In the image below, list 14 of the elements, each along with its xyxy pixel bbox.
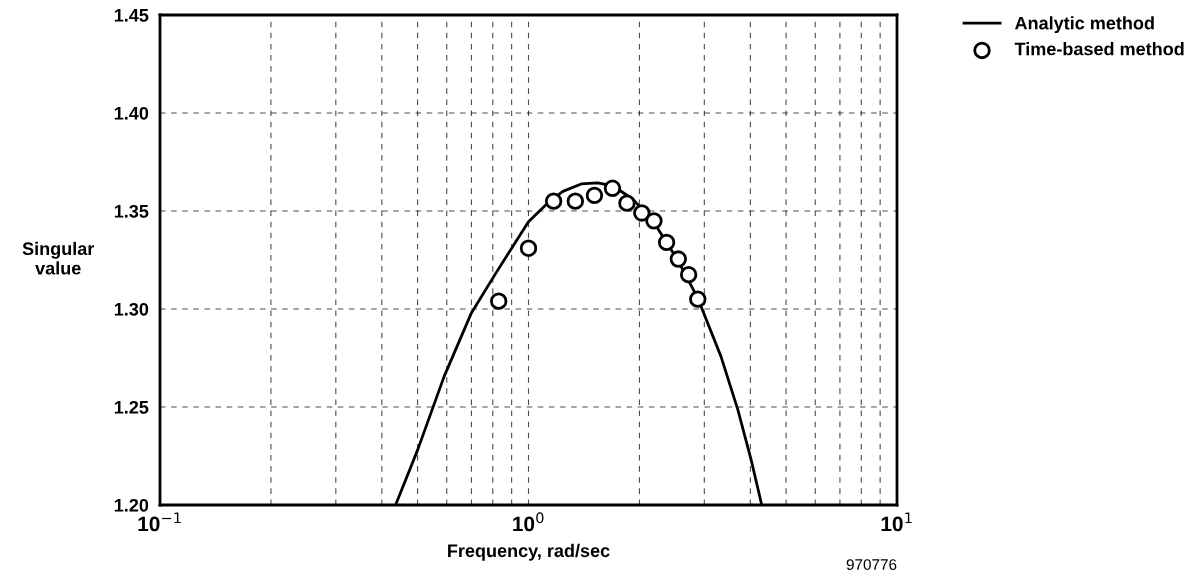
x-axis-title: Frequency, rad/sec — [448, 543, 610, 561]
y-tick-label: 1.30 — [114, 302, 149, 316]
text: 970776 — [846, 559, 897, 570]
y-axis-title: Singular value — [22, 241, 95, 275]
legend-label: Time-based method — [1014, 42, 1184, 56]
y-tick-label: 1.25 — [114, 400, 149, 414]
y-tick-label: 1.35 — [114, 204, 149, 218]
y-tick-label: 1.45 — [114, 9, 149, 22]
x-tick-label: 10$^{0}$ — [513, 512, 544, 532]
legend-label: Analytic method — [1014, 16, 1154, 34]
y-tick-label: 1.20 — [114, 498, 149, 512]
x-tick-label: 10$^{−1}$ — [138, 512, 181, 532]
x-tick-label: 10$^{1}$ — [881, 512, 912, 532]
y-tick-label: 1.40 — [114, 106, 149, 120]
